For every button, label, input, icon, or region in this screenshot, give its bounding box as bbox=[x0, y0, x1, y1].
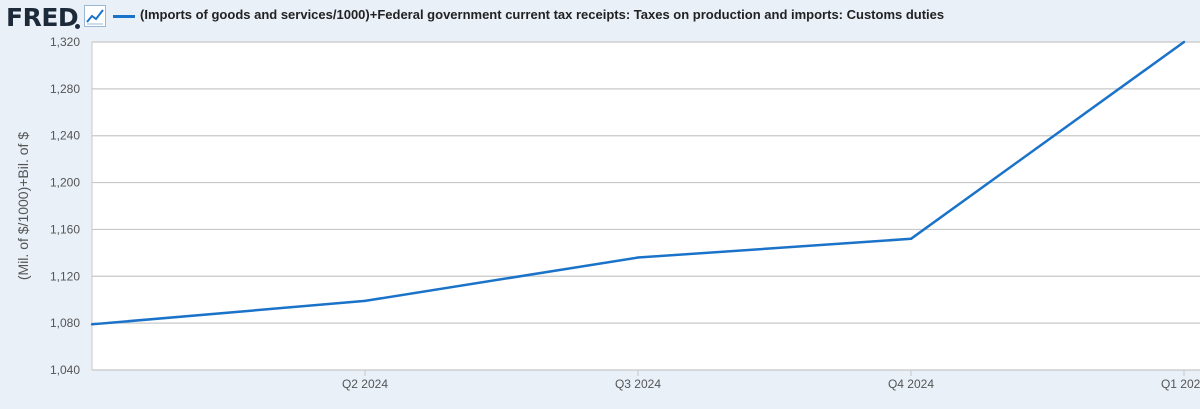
y-tick-label: 1,280 bbox=[50, 82, 80, 96]
data-point bbox=[90, 323, 94, 326]
series-layer bbox=[90, 40, 1186, 326]
fred-logo[interactable]: FRED bbox=[6, 3, 79, 32]
y-tick-label: 1,120 bbox=[50, 269, 80, 283]
fred-logo-dot bbox=[75, 24, 80, 29]
x-tick-label: Q3 2024 bbox=[615, 377, 661, 391]
y-tick-label: 1,160 bbox=[50, 222, 80, 236]
x-tick-label: Q2 2024 bbox=[342, 377, 388, 391]
chart-header: FRED (Imports of goods and services/1000… bbox=[0, 0, 1200, 34]
trend-line-icon bbox=[84, 5, 106, 27]
plot-area bbox=[92, 42, 1200, 370]
data-point bbox=[363, 299, 367, 303]
data-point bbox=[636, 256, 640, 259]
legend-series-swatch bbox=[113, 15, 135, 18]
x-tick-label: Q4 2024 bbox=[888, 377, 934, 391]
y-tick-label: 1,320 bbox=[50, 35, 80, 49]
data-point bbox=[1182, 40, 1186, 44]
axes: 1,040 1,080 1,120 1,160 1,200 1,240 1,280 1,320… bbox=[50, 35, 1200, 391]
grid-lines bbox=[92, 41, 1200, 371]
legend-series-label: (Imports of goods and services/1000)+Fed… bbox=[140, 7, 945, 22]
x-tick-label: Q1 2025 bbox=[1161, 377, 1200, 391]
y-axis-title: (Mil. of $/1000)+Bil. of $ bbox=[15, 132, 31, 280]
data-point bbox=[909, 237, 913, 240]
y-tick-label: 1,080 bbox=[50, 316, 80, 330]
y-tick-label: 1,040 bbox=[50, 363, 80, 377]
y-tick-label: 1,200 bbox=[50, 176, 80, 190]
y-tick-label: 1,240 bbox=[50, 129, 80, 143]
